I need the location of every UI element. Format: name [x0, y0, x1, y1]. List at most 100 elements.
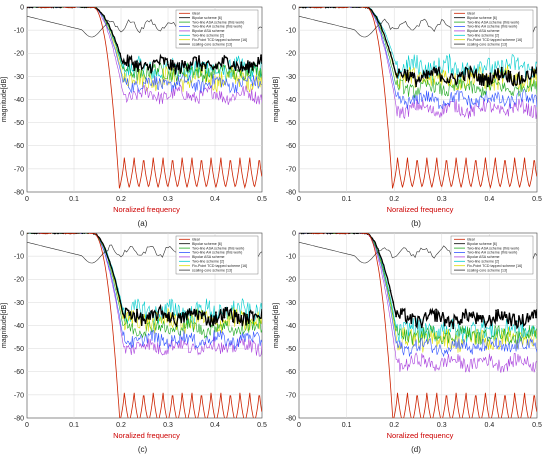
series-marker: [469, 66, 471, 68]
series-marker: [415, 325, 417, 327]
x-tick-label: 0: [297, 196, 301, 203]
x-tick-label: 0.4: [485, 196, 495, 203]
series-marker: [130, 56, 132, 58]
panel-caption: (c): [138, 445, 148, 454]
series-marker: [501, 67, 503, 69]
x-tick-label: 0.3: [163, 422, 173, 429]
series-marker: [507, 80, 509, 82]
series-marker: [170, 319, 172, 321]
series-marker: [449, 76, 451, 78]
series-marker: [178, 316, 180, 318]
series-marker: [498, 314, 500, 316]
series-marker: [444, 325, 446, 327]
series-marker: [221, 318, 223, 320]
series-marker: [464, 317, 466, 319]
series-marker: [407, 69, 409, 71]
series-marker: [235, 316, 237, 318]
x-tick-label: 0: [25, 422, 29, 429]
series-marker: [432, 69, 434, 71]
y-axis-label: magnitude[dB]: [273, 303, 280, 348]
series-marker: [409, 314, 411, 316]
series-marker: [139, 316, 141, 318]
legend-entry: Two-line ASA scheme (this work): [467, 20, 519, 24]
series-marker: [495, 309, 497, 311]
series-marker: [204, 64, 206, 66]
legend-entry: Two-line scheme [2]: [192, 34, 224, 38]
series-marker: [201, 70, 203, 72]
legend-entry: Bipolar scheme [6]: [467, 242, 497, 246]
y-tick-label: -10: [286, 254, 296, 261]
series-marker: [487, 85, 489, 87]
legend-entry: Bipolar scheme [6]: [192, 16, 222, 20]
x-tick-label: 0.3: [163, 196, 173, 203]
series-marker: [441, 75, 443, 77]
legend-entry: Two-line AH scheme (this work): [467, 251, 517, 255]
series-marker: [257, 315, 259, 317]
series-marker: [184, 313, 186, 315]
legend-entry: Two-line ASA scheme (this work): [467, 246, 519, 250]
series-marker: [229, 309, 231, 311]
series-marker: [435, 309, 437, 311]
x-tick-label: 0.2: [116, 196, 126, 203]
y-tick-label: -10: [14, 254, 24, 261]
y-tick-label: -40: [286, 97, 296, 104]
y-tick-label: -20: [286, 277, 296, 284]
series-marker: [249, 61, 251, 63]
y-tick-label: -10: [14, 28, 24, 35]
series-marker: [145, 62, 147, 64]
series-marker: [147, 318, 149, 320]
x-tick-label: 0.1: [69, 196, 79, 203]
series-marker: [515, 84, 517, 86]
y-tick-label: -40: [14, 97, 24, 104]
series-marker: [504, 73, 506, 75]
series-marker: [192, 57, 194, 59]
series-marker: [212, 324, 214, 326]
x-tick-label: 0.2: [116, 422, 126, 429]
series-marker: [467, 319, 469, 321]
legend-entry: scaling-core scheme [13]: [467, 42, 507, 46]
series-marker: [478, 73, 480, 75]
series-marker: [238, 314, 240, 316]
series-marker: [122, 62, 124, 64]
legend-entry: Two-line AH scheme (this work): [192, 251, 242, 255]
series-marker: [527, 71, 529, 73]
legend-entry: ideal: [192, 12, 200, 16]
x-axis-label: Noralized frequency: [387, 431, 454, 440]
legend-entry: Bipolar ASA scheme: [192, 255, 225, 259]
series-marker: [133, 313, 135, 315]
series-marker: [226, 58, 228, 60]
series-marker: [190, 314, 192, 316]
series-marker: [249, 311, 251, 313]
series-marker: [156, 319, 158, 321]
series-marker: [507, 320, 509, 322]
series-marker: [145, 322, 147, 324]
series-marker: [409, 72, 411, 74]
legend: idealBipolar scheme [6]Two-line ASA sche…: [176, 10, 258, 48]
series-marker: [122, 313, 124, 315]
chart-panel-3: 0 0.1 0.2 0.3 0.4 0.50-10-20-30-40-50-60-70-8…: [1, 230, 267, 454]
series-marker: [512, 314, 514, 316]
series-marker: [198, 311, 200, 313]
y-tick-label: -30: [286, 74, 296, 81]
legend-entry: Fix-Point TCD tapped scheme [16]: [192, 38, 247, 42]
series-marker: [447, 78, 449, 80]
series-marker: [452, 77, 454, 79]
series-marker: [532, 317, 534, 319]
series-marker: [458, 75, 460, 77]
series-marker: [427, 317, 429, 319]
legend-entry: Fix-Point TCD tapped scheme [16]: [467, 38, 522, 42]
series-marker: [125, 62, 127, 64]
series-marker: [535, 72, 537, 74]
y-tick-label: -80: [286, 415, 296, 422]
series-marker: [401, 75, 403, 77]
series-marker: [504, 311, 506, 313]
series-marker: [184, 61, 186, 63]
y-tick-label: -50: [14, 120, 24, 127]
x-tick-label: 0.3: [437, 422, 447, 429]
series-marker: [136, 309, 138, 311]
series-marker: [159, 307, 161, 309]
series-marker: [418, 316, 420, 318]
y-axis-label: magnitude[dB]: [1, 303, 8, 348]
series-marker: [452, 328, 454, 330]
